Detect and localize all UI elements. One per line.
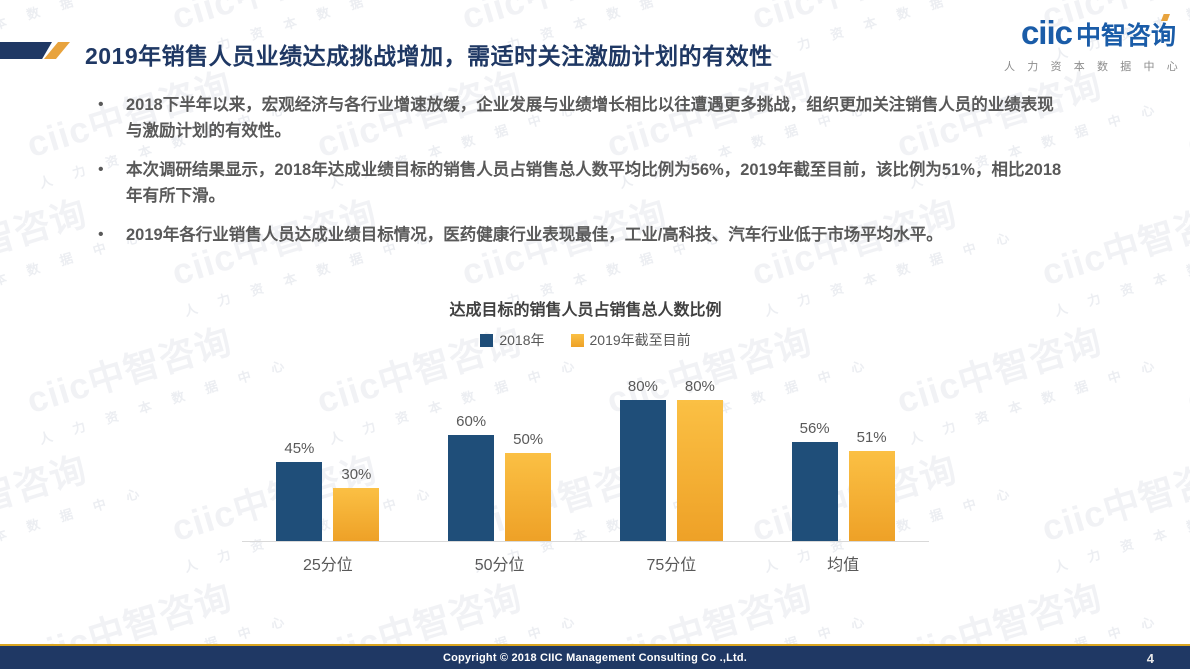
bar bbox=[505, 453, 552, 541]
bullet-marker: • bbox=[98, 161, 104, 178]
chart-category-axis: 25分位 50分位 75分位 均值 bbox=[242, 551, 929, 575]
bar-data-label: 51% bbox=[856, 429, 887, 446]
bullet-list: • 2018下半年以来，宏观经济与各行业增速放缓，企业发展与业绩增长相比以往遭遇更… bbox=[98, 92, 1098, 261]
ciic-logo-subtitle: 人 力 资 本 数 据 中 心 bbox=[1004, 61, 1183, 73]
bar-wrap: 56% bbox=[791, 420, 838, 541]
ciic-logo: ciic 中智咨询 人 力 资 本 数 据 中 心 bbox=[1004, 14, 1183, 74]
bar-wrap: 45% bbox=[276, 440, 323, 541]
chart-title: 达成目标的销售人员占销售总人数比例 bbox=[449, 302, 722, 319]
slide-header: 2019年销售人员业绩达成挑战增加，需适时关注激励计划的有效性 bbox=[0, 0, 1190, 86]
category-label: 25分位 bbox=[302, 557, 353, 574]
category-label: 50分位 bbox=[474, 557, 525, 574]
slide-title: 2019年销售人员业绩达成挑战增加，需适时关注激励计划的有效性 bbox=[85, 43, 773, 69]
bar-data-label: 56% bbox=[799, 420, 830, 437]
bar bbox=[676, 400, 723, 541]
bar-group: 45% 30% bbox=[242, 360, 414, 541]
bullet-text: 本次调研结果显示，2018年达成业绩目标的销售人员占销售总人数平均比例为56%，… bbox=[126, 161, 1062, 205]
bar-data-label: 80% bbox=[684, 378, 715, 395]
bar-data-label: 30% bbox=[341, 466, 372, 483]
legend-item: 2018年 bbox=[480, 330, 545, 350]
ciic-logo-wordmark: ciic 中智咨询 bbox=[1004, 14, 1176, 52]
bullet-text: 2019年各行业销售人员达成业绩目标情况，医药健康行业表现最佳，工业/高科技、汽… bbox=[126, 226, 943, 244]
category-label: 均值 bbox=[827, 557, 860, 574]
bar-wrap: 30% bbox=[333, 466, 380, 541]
bar bbox=[333, 488, 380, 541]
bar-group: 56% 51% bbox=[757, 360, 929, 541]
ciic-logo-latin: ciic bbox=[1020, 14, 1073, 51]
ciic-logo-chinese: 中智咨询 bbox=[1075, 22, 1176, 50]
bar-wrap: 80% bbox=[619, 378, 666, 541]
bullet-text: 2018下半年以来，宏观经济与各行业增速放缓，企业发展与业绩增长相比以往遭遇更多… bbox=[126, 96, 1054, 140]
watermark-subtitle-text: 人 力 资 本 数 据 中 心 bbox=[907, 355, 1165, 447]
legend-swatch-icon bbox=[480, 333, 494, 347]
footer-page-number: 4 bbox=[1146, 651, 1154, 666]
bar-chart-plot: 45% 30% 60% 50% 80% 80% 56% 51% bbox=[242, 360, 929, 542]
bar bbox=[791, 442, 838, 541]
category-label: 75分位 bbox=[646, 557, 697, 574]
legend-label: 2018年 bbox=[499, 332, 545, 348]
bullet-marker: • bbox=[98, 226, 104, 243]
watermark-brand-text: ciic中智咨询 bbox=[1181, 319, 1190, 422]
bullet-item: • 2018下半年以来，宏观经济与各行业增速放缓，企业发展与业绩增长相比以往遭遇更… bbox=[98, 92, 1098, 144]
footer-bar: Copyright © 2018 CIIC Management Consult… bbox=[0, 646, 1190, 669]
watermark-brand-text: ciic中智咨询 bbox=[1036, 447, 1190, 550]
bullet-item: • 2019年各行业销售人员达成业绩目标情况，医药健康行业表现最佳，工业/高科技、… bbox=[98, 222, 1098, 248]
watermark-subtitle-text: 人 力 资 本 数 据 中 心 bbox=[1052, 483, 1190, 575]
bar-wrap: 60% bbox=[448, 413, 495, 541]
title-accent-navy-shape bbox=[0, 42, 52, 59]
legend-item: 2019年截至目前 bbox=[570, 330, 691, 350]
bar-data-label: 60% bbox=[456, 413, 487, 430]
bar-wrap: 80% bbox=[676, 378, 723, 541]
bar bbox=[276, 462, 323, 541]
watermark-subtitle-text: 人 力 资 本 数 据 中 心 bbox=[0, 483, 150, 575]
watermark-brand-text: ciic中智咨询 bbox=[0, 447, 92, 550]
bar-wrap: 51% bbox=[848, 429, 895, 541]
bar bbox=[448, 435, 495, 541]
bar bbox=[619, 400, 666, 541]
footer-gold-line bbox=[0, 644, 1190, 646]
footer-copyright: Copyright © 2018 CIIC Management Consult… bbox=[442, 651, 748, 664]
bullet-item: • 本次调研结果显示，2018年达成业绩目标的销售人员占销售总人数平均比例为56%… bbox=[98, 157, 1098, 209]
legend-label: 2019年截至目前 bbox=[589, 332, 691, 348]
bar-wrap: 50% bbox=[505, 431, 552, 541]
bullet-marker: • bbox=[98, 96, 104, 113]
bar-data-label: 80% bbox=[627, 378, 658, 395]
watermark-tile: ciic中智咨询人 力 资 本 数 据 中 心 bbox=[890, 297, 1165, 448]
bar-data-label: 50% bbox=[513, 431, 544, 448]
chart-legend: 2018年 2019年截至目前 bbox=[242, 330, 929, 350]
bar bbox=[848, 451, 895, 541]
watermark-brand-text: ciic中智咨询 bbox=[891, 319, 1107, 422]
bar-group: 80% 80% bbox=[586, 360, 758, 541]
bar-data-label: 45% bbox=[284, 440, 315, 457]
legend-swatch-icon bbox=[570, 333, 584, 347]
bar-group: 60% 50% bbox=[414, 360, 586, 541]
logo-gold-tick-icon bbox=[1161, 14, 1170, 21]
